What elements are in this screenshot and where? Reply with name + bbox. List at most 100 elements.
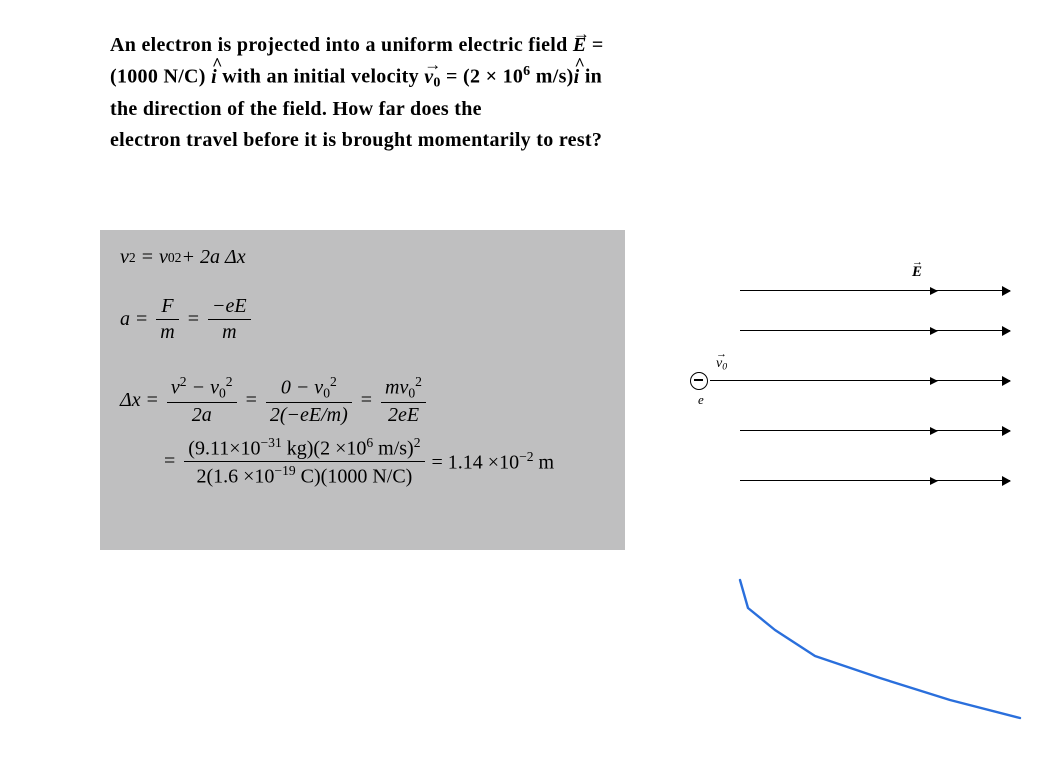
t: m [534, 452, 555, 474]
num-F: F [157, 295, 177, 318]
equals: = [188, 308, 199, 331]
hat-icon: ^ [575, 51, 586, 79]
den-numeric: 2(1.6 ×10−19 C)(1000 N/C) [192, 463, 416, 488]
a: a [120, 308, 130, 331]
t: mv [385, 376, 408, 398]
arrowhead-icon [1002, 286, 1011, 296]
t: 0 − v [281, 376, 323, 398]
delta-x-derivation: Δx = v2 − v02 2a = 0 − v02 2(−eE/m) = [120, 374, 605, 427]
num-dx3: mv02 [381, 374, 426, 401]
solution-box: v2 = v02 + 2a Δx a = F m = −eE m Δx = [100, 230, 625, 550]
vector-v0: → v0 [424, 62, 441, 94]
t: kg)(2 ×10 [282, 437, 367, 459]
label-E-vector: → E [912, 264, 922, 281]
t: 2(1.6 ×10 [196, 466, 274, 488]
t: (9.11×10 [188, 437, 260, 459]
problem-line2a: (1000 N/C) [110, 66, 206, 88]
v0-sub: 0 [722, 361, 727, 372]
label-v0-vector: → v0 [716, 356, 727, 372]
num-dx1: v2 − v02 [167, 374, 237, 401]
frac-numeric: (9.11×10−31 kg)(2 ×106 m/s)2 2(1.6 ×10−1… [184, 435, 424, 489]
arrowhead-icon [930, 377, 938, 385]
vector-arrow-icon: → [424, 52, 440, 78]
den-dx1: 2a [188, 404, 216, 427]
equals: = [136, 308, 147, 331]
t: C)(1000 N/C) [296, 466, 413, 488]
frac-dx-1: v2 − v02 2a [167, 374, 237, 427]
unit-i-hat: ^ i [211, 62, 217, 93]
sub0: 0 [168, 250, 175, 266]
problem-line1b: = [592, 34, 604, 56]
vector-arrow-icon: → [573, 21, 589, 47]
num-dx2: 0 − v02 [277, 374, 341, 401]
problem-line1a: An electron is projected into a uniform … [110, 34, 573, 56]
delta-x-numeric: = (9.11×10−31 kg)(2 ×106 m/s)2 2(1.6 ×10… [158, 435, 605, 489]
fraction-bar-icon [266, 402, 352, 403]
frac-F-over-m: F m [156, 295, 178, 344]
problem-line3: the direction of the field. How far does… [110, 98, 482, 120]
kinematic-equation: v2 = v02 + 2a Δx [120, 246, 605, 269]
arrowhead-icon [930, 327, 938, 335]
den-dx2: 2(−eE/m) [266, 404, 352, 427]
problem-line4: electron travel before it is brought mom… [110, 129, 602, 151]
arrowhead-icon [1002, 476, 1011, 486]
v: v [120, 246, 129, 269]
v0: v [159, 246, 168, 269]
label-electron: e [698, 392, 704, 408]
field-line [740, 430, 1010, 431]
arrowhead-icon [930, 287, 938, 295]
equals: = [147, 389, 158, 412]
vector-arrow-icon: → [912, 256, 923, 268]
sq: 2 [129, 250, 136, 266]
equals: = [361, 389, 372, 412]
den-m: m [156, 321, 178, 344]
frac-dx-2: 0 − v02 2(−eE/m) [266, 374, 352, 427]
unit-i-hat-2: ^ i [574, 62, 580, 93]
field-diagram: → E → v0 e [680, 270, 1020, 570]
t: = 1.14 ×10 [432, 452, 520, 474]
fraction-bar-icon [208, 319, 251, 320]
t: 0 [323, 385, 330, 400]
arrowhead-icon [930, 477, 938, 485]
acceleration-equation: a = F m = −eE m [120, 295, 605, 344]
result: = 1.14 ×10−2 m [432, 449, 555, 474]
t: 2 [226, 374, 233, 389]
arrowhead-icon [1002, 376, 1011, 386]
plus-2a-dx: + 2a Δx [181, 246, 245, 269]
t: −31 [260, 435, 281, 450]
electron-icon [690, 372, 708, 390]
equals: = [142, 246, 153, 269]
frac-dx-3: mv02 2eE [381, 374, 426, 427]
page: An electron is projected into a uniform … [0, 0, 1038, 781]
t: 2 [180, 374, 187, 389]
dx: Δx [120, 389, 141, 412]
t: − v [187, 376, 219, 398]
arrowhead-icon [930, 427, 938, 435]
fraction-bar-icon [156, 319, 178, 320]
field-line [740, 330, 1010, 331]
arrowhead-icon [1002, 326, 1011, 336]
t: 2 [414, 435, 421, 450]
t: m/s) [373, 437, 414, 459]
minus-icon [694, 379, 703, 381]
t: 0 [219, 385, 226, 400]
vector-arrow-icon: → [716, 348, 727, 360]
problem-line2d: m/s) [530, 66, 573, 88]
t: 2 [330, 374, 337, 389]
num-neg-eE: −eE [208, 295, 251, 318]
fraction-bar-icon [381, 402, 426, 403]
fraction-bar-icon [167, 402, 237, 403]
field-line [740, 480, 1010, 481]
fraction-bar-icon [184, 461, 424, 462]
problem-line2c: = (2 × 10 [446, 66, 523, 88]
field-line [710, 380, 1010, 381]
num-numeric: (9.11×10−31 kg)(2 ×106 m/s)2 [184, 435, 424, 460]
t: −19 [274, 463, 295, 478]
sq2: 2 [175, 250, 182, 266]
field-line [740, 290, 1010, 291]
problem-line2b: with an initial velocity [222, 66, 424, 88]
problem-statement: An electron is projected into a uniform … [110, 30, 770, 156]
hat-icon: ^ [212, 51, 223, 79]
equals: = [164, 450, 175, 473]
t: −2 [519, 449, 533, 464]
